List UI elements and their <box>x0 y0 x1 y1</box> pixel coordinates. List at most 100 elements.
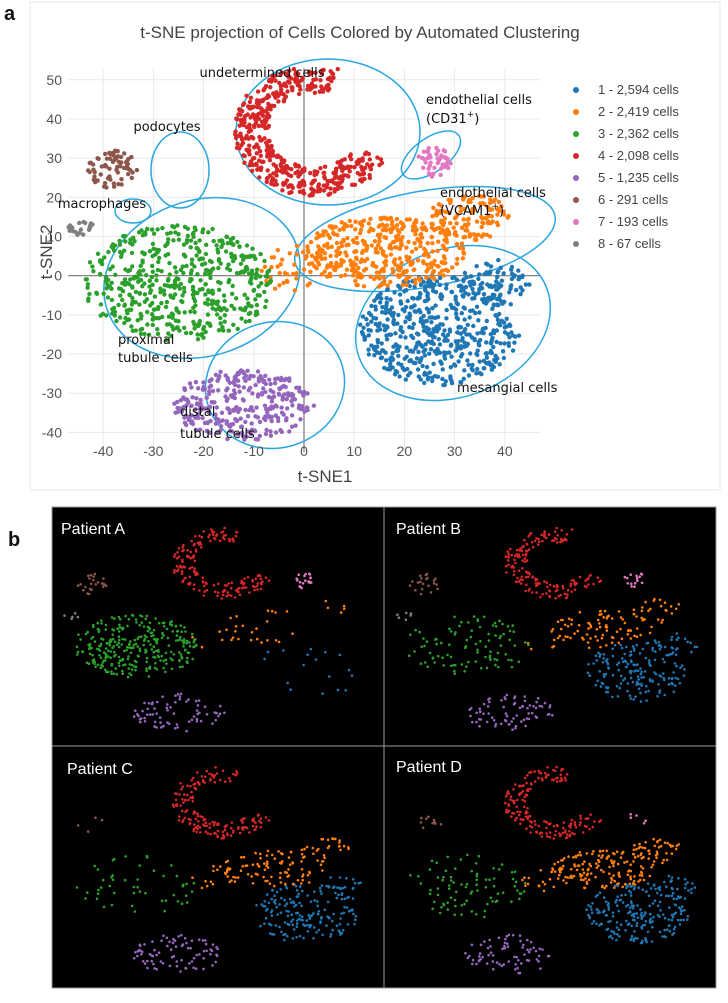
patient-d-point-series-1 <box>616 895 619 898</box>
point-series-4 <box>315 189 320 194</box>
patient-b-point-series-5 <box>478 724 481 728</box>
point-series-2 <box>460 246 466 251</box>
panel-a-frame <box>29 1 721 491</box>
patient-b-point-series-5 <box>468 708 472 712</box>
point-series-3 <box>254 272 259 277</box>
patient-a-point-series-3 <box>178 638 181 641</box>
point-series-1 <box>436 326 442 331</box>
point-series-1 <box>484 360 489 366</box>
patient-c-point-series-4 <box>254 821 257 824</box>
patient-a-point-series-6 <box>89 574 93 577</box>
patient-c-point-series-1 <box>285 887 289 890</box>
patient-b-point-series-4 <box>507 556 511 559</box>
patient-a-point-series-2 <box>218 630 221 633</box>
point-series-1 <box>376 293 381 298</box>
point-series-3 <box>118 254 124 259</box>
patient-b-point-series-5 <box>527 712 530 715</box>
point-series-2 <box>390 270 396 275</box>
patient-d-point-series-1 <box>672 927 676 931</box>
patient-c-point-series-2 <box>251 882 255 885</box>
patient-c-point-series-5 <box>160 939 163 942</box>
patient-a-point-series-3 <box>112 650 116 654</box>
patient-b-point-series-5 <box>535 700 538 704</box>
patient-b-point-series-3 <box>513 644 517 647</box>
patient-c-point-series-2 <box>265 864 268 868</box>
patient-c-point-series-5 <box>166 944 169 948</box>
point-series-3 <box>184 237 190 243</box>
patient-b-point-series-1 <box>653 658 657 662</box>
patient-b-point-series-4 <box>555 541 559 544</box>
patient-a-point-series-3 <box>87 662 91 665</box>
point-series-1 <box>412 284 417 289</box>
patient-d-point-series-1 <box>667 918 671 921</box>
point-series-1 <box>452 275 457 280</box>
point-series-3 <box>226 262 231 267</box>
patient-b-point-series-4 <box>565 533 569 536</box>
patient-d-point-series-2 <box>610 859 613 862</box>
patient-b-point-series-2 <box>615 630 619 633</box>
point-series-3 <box>129 250 135 256</box>
patient-b-point-series-2 <box>587 646 591 650</box>
point-series-2 <box>391 225 397 230</box>
patient-c-point-series-4 <box>202 818 205 822</box>
patient-c-point-series-5 <box>214 960 217 964</box>
patient-a-point-series-3 <box>120 643 123 646</box>
point-series-3 <box>199 262 205 267</box>
patient-b-point-series-4 <box>513 558 516 562</box>
patient-d-point-series-1 <box>613 884 617 888</box>
point-series-1 <box>365 322 370 327</box>
point-series-3 <box>158 290 163 295</box>
point-series-3 <box>181 285 187 291</box>
patient-a-point-series-3 <box>96 663 100 667</box>
point-series-7 <box>439 153 444 158</box>
patient-c-point-series-1 <box>297 892 301 896</box>
point-series-1 <box>380 310 385 315</box>
point-series-1 <box>373 316 379 321</box>
patient-a-point-series-3 <box>162 666 165 670</box>
patient-b-point-series-2 <box>603 609 607 613</box>
patient-d-point-series-1 <box>677 877 680 880</box>
point-series-2 <box>412 267 417 272</box>
patient-b-point-series-4 <box>545 581 549 584</box>
patient-c-point-series-6 <box>94 816 97 819</box>
patient-a-point-series-5 <box>151 713 155 716</box>
point-series-2 <box>388 227 393 232</box>
point-series-3 <box>243 254 249 260</box>
point-series-3 <box>175 223 180 228</box>
point-series-5 <box>240 369 245 374</box>
point-series-5 <box>297 385 302 390</box>
patient-b-point-series-3 <box>483 615 486 619</box>
point-series-2 <box>448 221 453 226</box>
patient-c-point-series-5 <box>150 959 154 963</box>
patient-d-point-series-1 <box>669 880 672 883</box>
patient-a-point-series-2 <box>241 624 245 628</box>
patient-d-point-series-2 <box>623 861 626 864</box>
point-series-3 <box>189 261 194 266</box>
patient-d-point-series-1 <box>590 911 594 914</box>
point-series-1 <box>427 370 432 375</box>
patient-b-point-series-1 <box>634 695 637 698</box>
patient-c-point-series-4 <box>187 798 190 802</box>
point-series-4 <box>298 184 303 189</box>
patient-c-point-series-1 <box>271 888 275 892</box>
patient-c-point-series-4 <box>209 777 212 781</box>
point-series-2 <box>338 263 344 268</box>
patient-c-point-series-4 <box>223 780 227 783</box>
patient-d-point-series-2 <box>640 871 644 875</box>
patient-b-point-series-1 <box>637 678 640 681</box>
patient-b-point-series-3 <box>517 660 521 663</box>
point-series-2 <box>430 241 435 246</box>
point-series-1 <box>430 306 435 311</box>
patient-a-point-series-5 <box>174 694 177 697</box>
point-series-1 <box>375 328 380 333</box>
point-series-3 <box>168 230 173 235</box>
patient-c-point-series-1 <box>285 909 289 913</box>
patient-a-point-series-5 <box>178 695 182 698</box>
patient-b-point-series-4 <box>512 573 516 577</box>
point-series-1 <box>391 317 397 323</box>
patient-a-point-series-3 <box>159 659 162 662</box>
patient-d-point-series-1 <box>683 886 687 890</box>
patient-d-point-series-1 <box>657 886 660 890</box>
point-series-2 <box>344 267 350 272</box>
patient-d-point-series-1 <box>592 920 596 923</box>
